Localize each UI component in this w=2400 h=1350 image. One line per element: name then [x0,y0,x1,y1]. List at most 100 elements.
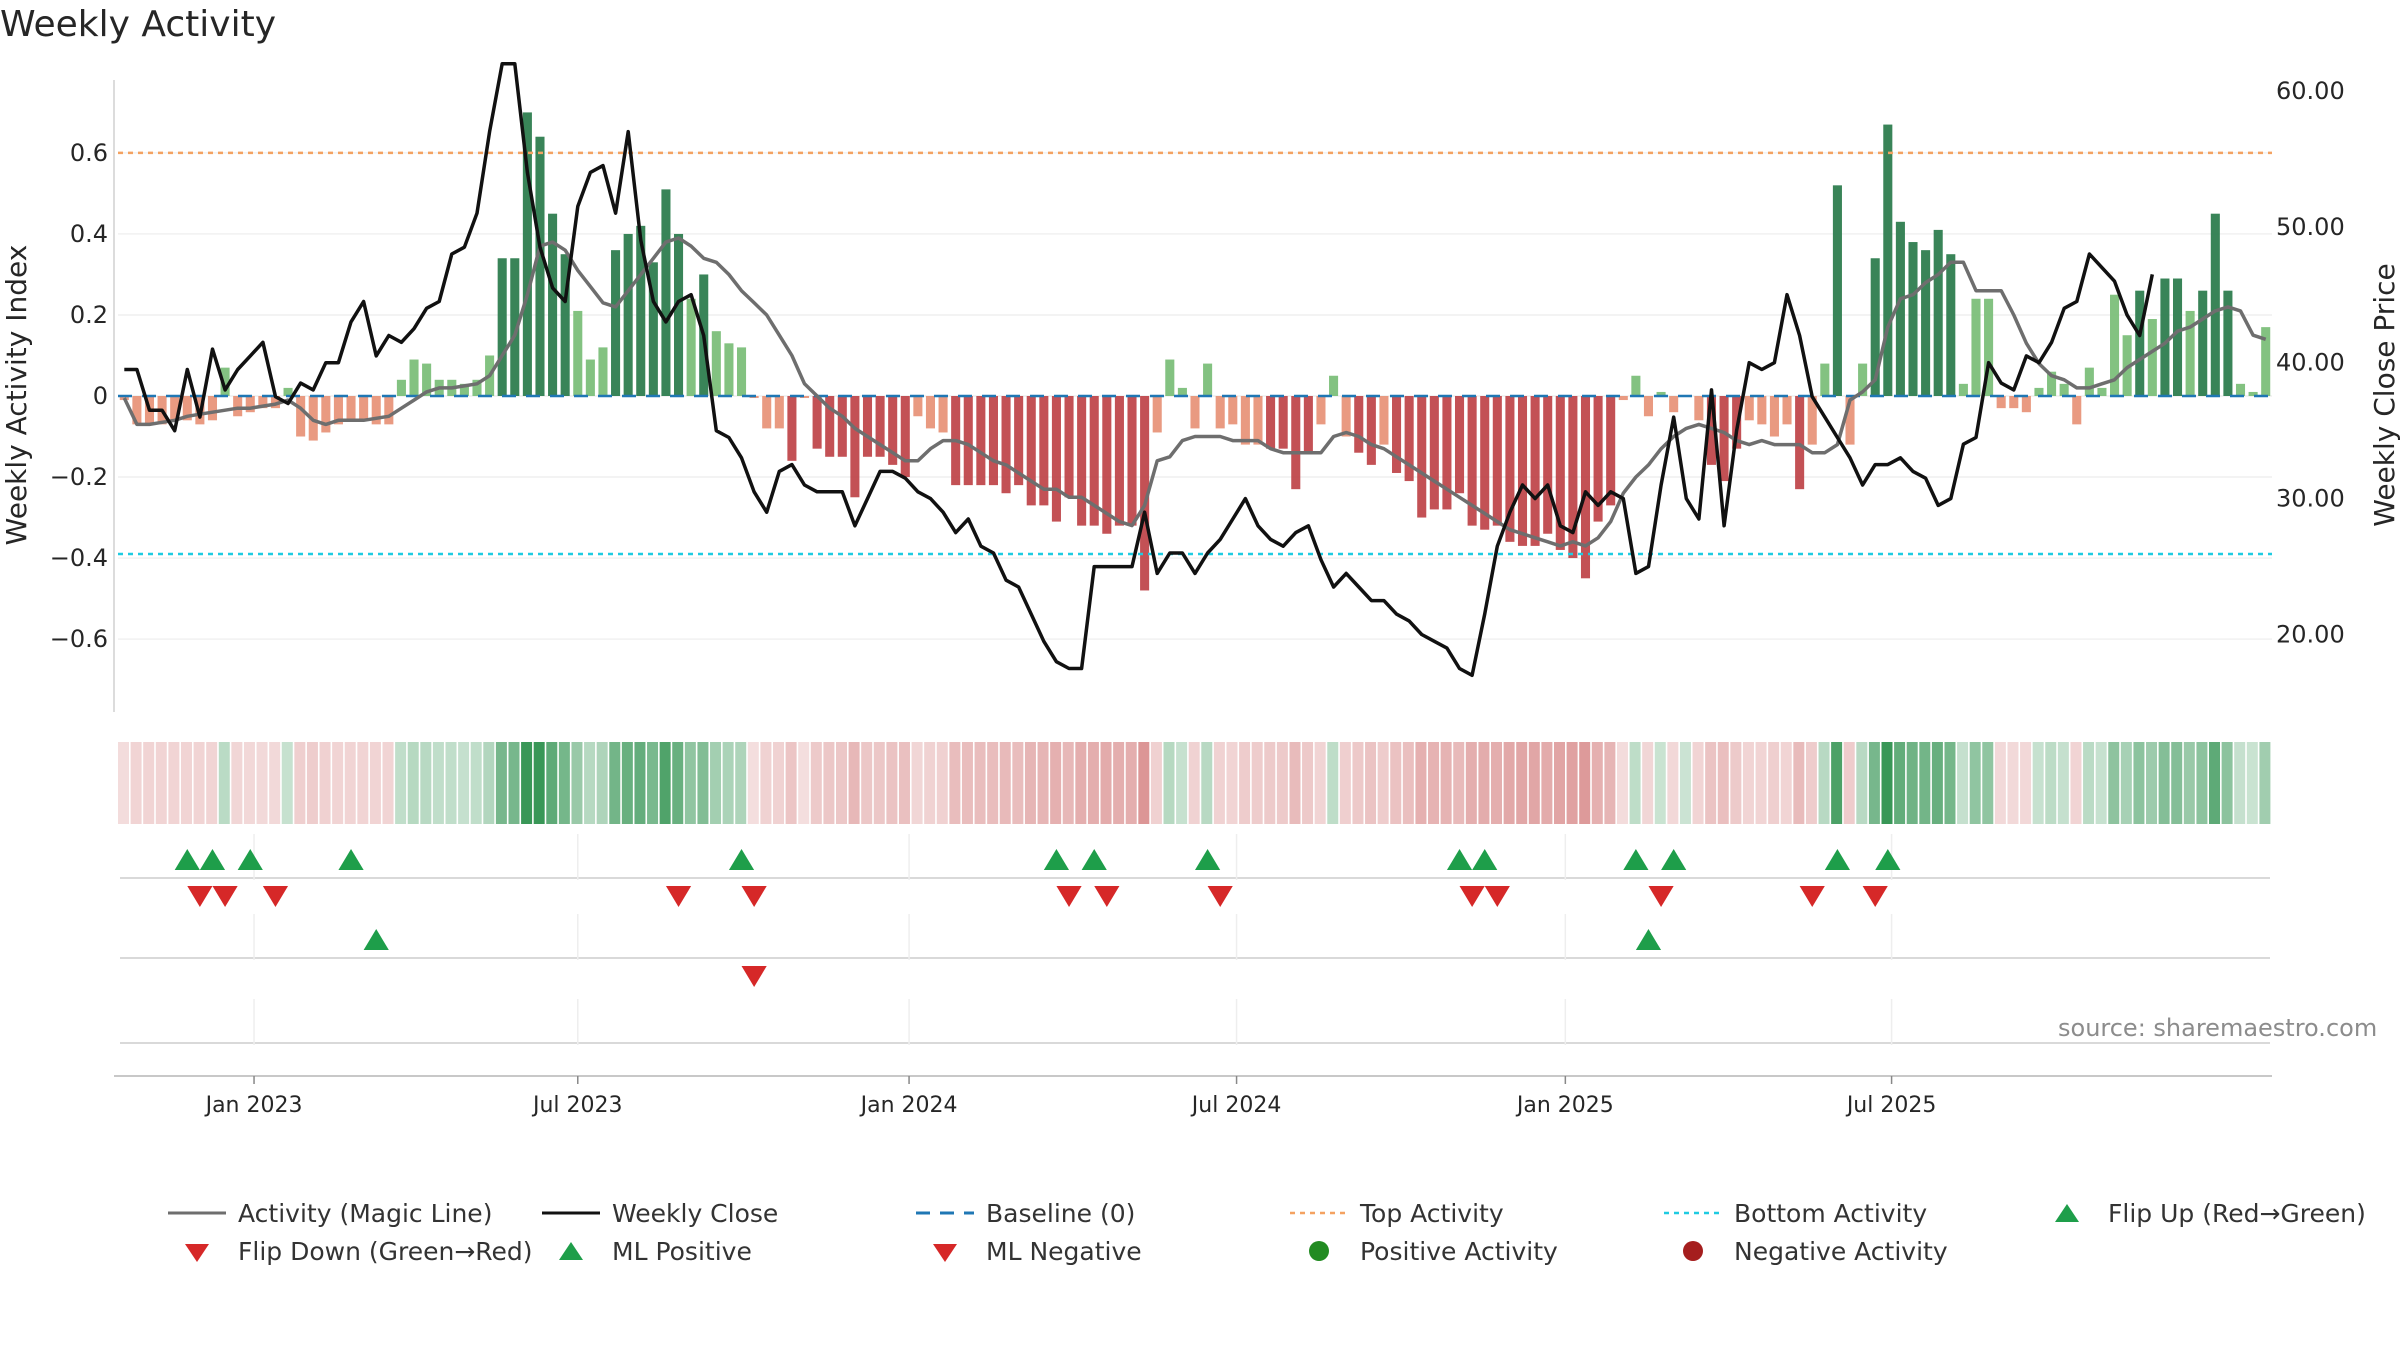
legend-label: ML Positive [612,1236,752,1266]
strip-cell [2158,742,2170,824]
strip-cell [1755,742,1767,824]
strip-cell [533,742,545,824]
activity-bar [371,396,381,425]
activity-bar [346,396,356,421]
strip-cell [1818,742,1830,824]
activity-bar [774,396,784,429]
strip-cell [684,742,696,824]
strip-cell [634,742,646,824]
activity-bar [207,396,218,421]
activity-bar [1631,375,1641,396]
strip-cell [1276,742,1288,824]
strip-cell [1541,742,1553,824]
strip-cell [785,742,797,824]
strip-cell [420,742,432,824]
y-tick-label: −0.6 [50,625,108,653]
strip-cell [269,742,281,824]
strip-cell [1491,742,1503,824]
legend-weekly-close: Weekly Close [540,1198,778,1228]
activity-bar [283,387,293,396]
strip-cell [2196,742,2208,824]
activity-bar [1820,363,1830,396]
activity-bar [1618,396,1628,401]
strip-cell [521,742,533,824]
activity-bar [636,225,646,396]
magic-line-swatch [168,1211,226,1215]
activity-bar [1643,396,1654,417]
legend-label: ML Negative [986,1236,1142,1266]
legend-label: Flip Down (Green→Red) [238,1236,533,1266]
activity-bar [2172,278,2183,396]
activity-bar [1291,396,1301,490]
activity-bar [333,396,343,425]
activity-bar [2210,213,2220,396]
strip-cell [1831,742,1843,824]
flip-down-marker [212,886,238,907]
legend-negative-activity: Negative Activity [1662,1236,1948,1266]
activity-bar [1517,396,1528,546]
strip-cell [118,742,129,824]
activity-bar [1329,375,1339,396]
activity-bar [2147,319,2157,396]
strip-cell [722,742,734,824]
chart-title: Weekly Activity [0,4,277,45]
activity-bar [1606,396,1616,506]
strip-cell [357,742,369,824]
legend-label: Positive Activity [1360,1236,1558,1266]
date-tick-label: Jan 2025 [1515,1093,1614,1118]
flip-up-marker [1635,929,1662,950]
activity-bar [1996,396,2006,409]
strip-cell [596,742,608,824]
strip-cell [697,742,709,824]
strip-cell [1931,742,1943,824]
strip-cell [1314,742,1326,824]
strip-cell [130,742,142,824]
activity-bar [1656,391,1666,396]
strip-cell [911,742,923,824]
activity-bar [1858,363,1868,396]
activity-bar [1442,396,1452,510]
activity-bar [812,396,822,449]
strip-cell [2095,742,2107,824]
activity-bar [1492,396,1502,526]
strip-cell [1944,742,1956,824]
legend-top-activity: Top Activity [1288,1198,1504,1228]
strip-cell [1453,742,1465,824]
activity-bar [1253,396,1263,445]
flip-down-marker [741,886,767,907]
activity-bar [850,396,860,498]
strip-cell [1554,742,1565,824]
legend-ml-negative: ML Negative [914,1236,1142,1266]
activity-bar [1744,396,1754,421]
activity-bar [182,396,192,421]
activity-bar [623,233,633,396]
activity-bar [900,396,910,478]
activity-bar [459,383,469,396]
activity-bar [1568,396,1578,559]
activity-bar [1190,396,1200,429]
strip-cell [609,742,621,824]
activity-bar [1984,298,1994,396]
activity-bar [245,396,255,413]
strip-cell [1679,742,1691,824]
strip-cell [584,742,596,824]
y-tick-label: −0.4 [50,544,108,572]
activity-bar [1077,396,1087,526]
strip-cell [848,742,860,824]
strip-cell [1642,742,1654,824]
strip-cell [1264,742,1276,824]
activity-bar [2261,327,2271,396]
strip-cell [1579,742,1591,824]
activity-bar [2135,290,2145,396]
strip-cell [1087,742,1099,824]
flip-down-marker [262,886,289,907]
flip-up-marker [199,849,226,870]
activity-bar [1240,396,1250,445]
strip-cell [735,742,747,824]
flip-down-marker [1459,886,1485,907]
strip-cell [672,742,684,824]
strip-cell [2120,742,2132,824]
strip-cell [1516,742,1528,824]
flip-down-marker [665,886,692,907]
strip-cell [2007,742,2019,824]
